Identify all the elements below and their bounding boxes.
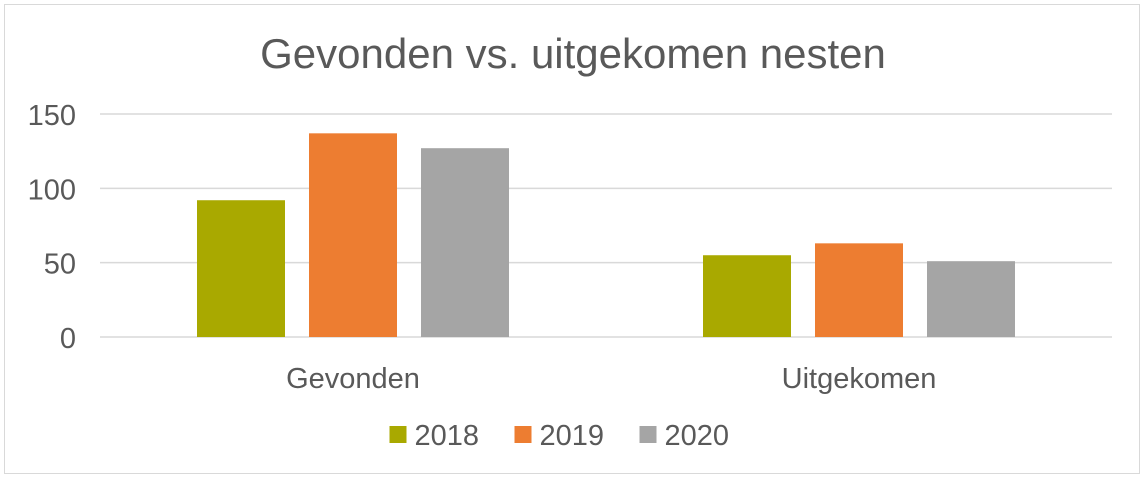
chart-title: Gevonden vs. uitgekomen nesten bbox=[260, 30, 886, 77]
y-tick-label: 150 bbox=[28, 100, 76, 132]
legend-swatch-2020 bbox=[639, 426, 657, 443]
y-tick-label: 50 bbox=[44, 249, 76, 281]
bars bbox=[197, 133, 1015, 337]
legend-label: 2018 bbox=[415, 420, 480, 452]
bar-2019-uitgekomen bbox=[815, 243, 903, 337]
y-axis: 0 50 100 150 bbox=[28, 100, 76, 355]
bar-2019-gevonden bbox=[309, 133, 397, 337]
x-tick-label: Gevonden bbox=[286, 363, 420, 395]
legend-label: 2019 bbox=[540, 420, 605, 452]
bar-2018-uitgekomen bbox=[703, 255, 791, 337]
x-tick-label: Uitgekomen bbox=[782, 363, 937, 395]
x-axis: Gevonden Uitgekomen bbox=[286, 363, 936, 395]
y-tick-label: 100 bbox=[28, 174, 76, 206]
bar-2020-uitgekomen bbox=[927, 261, 1015, 337]
legend: 2018 2019 2020 bbox=[389, 420, 730, 452]
bar-2020-gevonden bbox=[421, 148, 509, 337]
bar-2018-gevonden bbox=[197, 200, 285, 337]
chart-frame bbox=[4, 4, 1140, 474]
legend-label: 2020 bbox=[665, 420, 730, 452]
y-tick-label: 0 bbox=[60, 323, 76, 355]
legend-swatch-2018 bbox=[389, 426, 407, 443]
legend-swatch-2019 bbox=[514, 426, 532, 443]
